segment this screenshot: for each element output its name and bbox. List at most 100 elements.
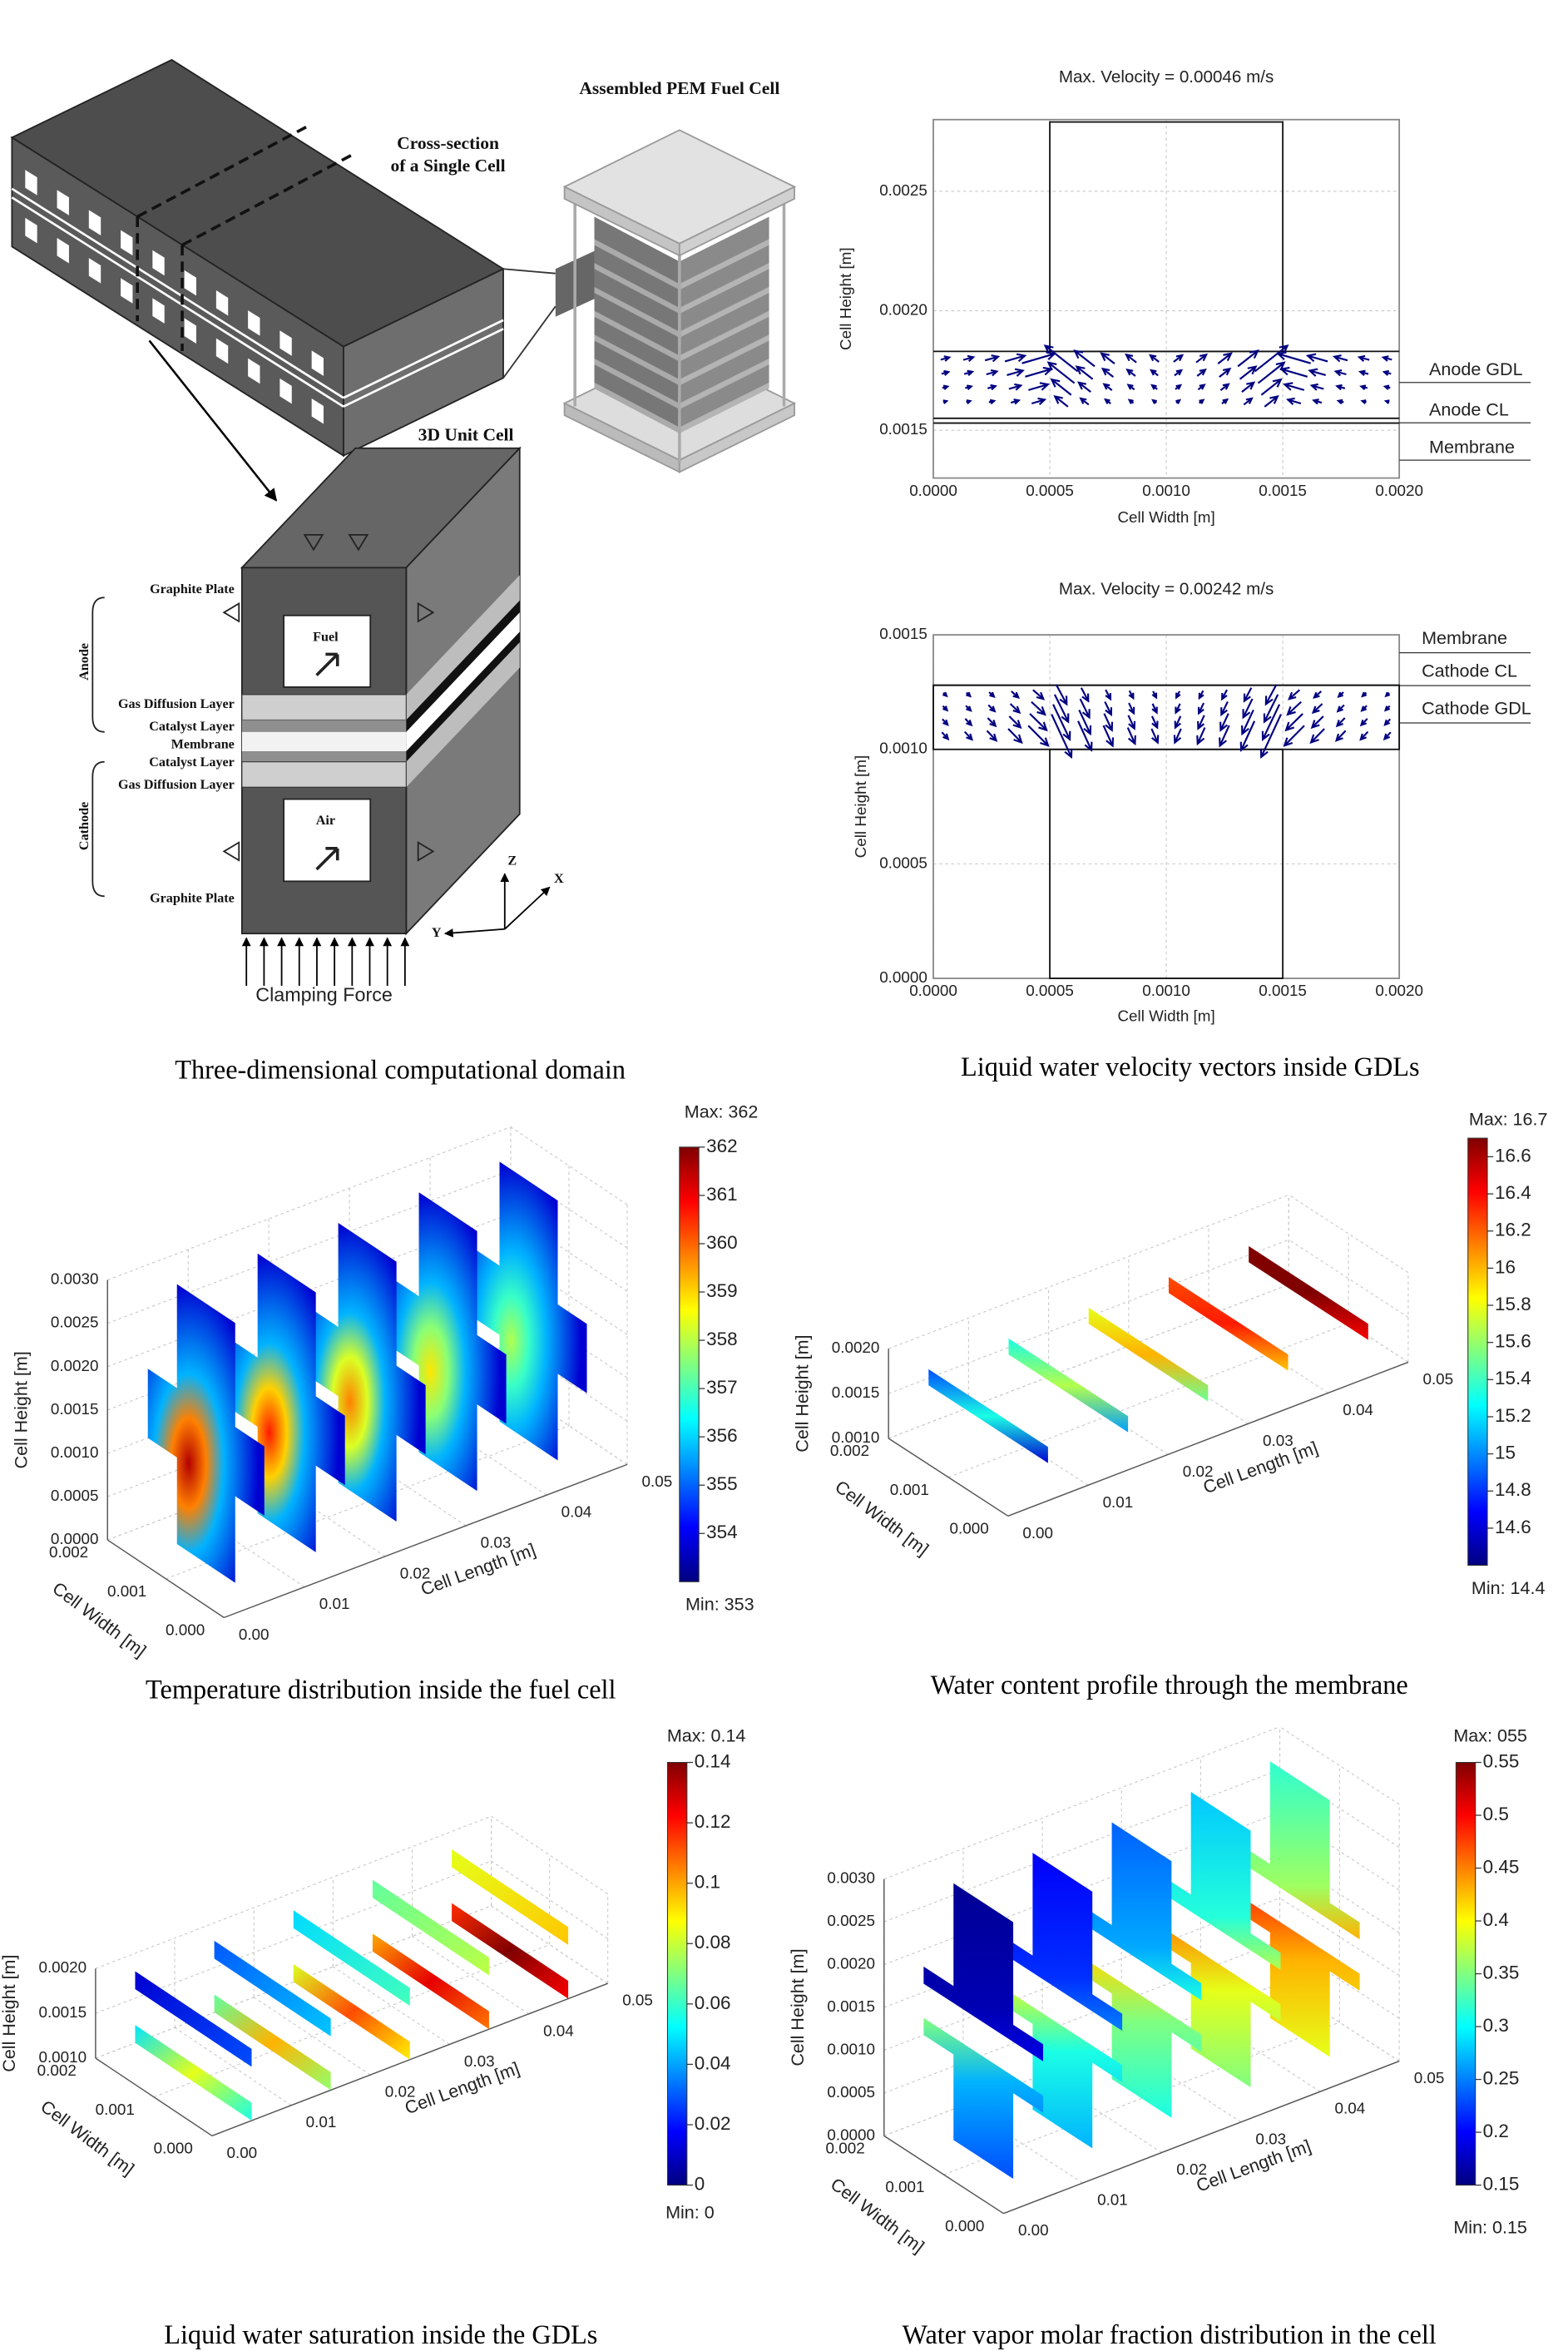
vector	[1077, 720, 1093, 752]
vector	[1127, 398, 1135, 404]
vector	[1150, 728, 1160, 745]
support	[222, 841, 240, 862]
vector	[1174, 715, 1182, 730]
flow-icon	[315, 847, 339, 871]
colorbar-tick-label: 360	[706, 1232, 737, 1253]
vector	[1174, 369, 1184, 377]
vector	[1313, 690, 1323, 700]
stripe	[343, 328, 504, 408]
vector	[1360, 705, 1368, 712]
vector	[1219, 367, 1232, 378]
colorbar-tick-label: 0.15	[1483, 2174, 1520, 2195]
unit-cell-title: 3D Unit Cell	[418, 424, 514, 444]
electrode-label: Cathode	[77, 802, 92, 850]
vector	[1257, 361, 1286, 384]
y-tick-label: 0.000	[950, 1519, 989, 1537]
slice	[1002, 1853, 1123, 2032]
z-tick-label: 0.0000	[51, 1530, 99, 1547]
z-tick-label: 0.0015	[832, 1383, 880, 1401]
vector	[1383, 399, 1390, 404]
layer-label: Graphite Plate	[150, 582, 235, 596]
window	[279, 378, 292, 404]
x-tick-label: 0.01	[1103, 1493, 1134, 1511]
vector	[1237, 349, 1259, 368]
vector	[1126, 384, 1135, 391]
vector	[1276, 351, 1311, 364]
vector	[1073, 349, 1096, 368]
y-tick-label: 0.0015	[879, 625, 927, 642]
colorbar-tick-label: 15	[1495, 1443, 1516, 1463]
channel-label: Air	[316, 814, 335, 828]
grid-line	[888, 1284, 1289, 1439]
z-tick-label: 0.0010	[827, 2040, 875, 2057]
colorbar-tick-label: 15.2	[1495, 1405, 1531, 1426]
vector	[1359, 730, 1369, 741]
y-tick-label: 0.002	[49, 1543, 88, 1561]
x-tick-label: 0.02	[1176, 2160, 1207, 2178]
vector	[1128, 690, 1135, 700]
stripe	[594, 263, 680, 314]
max-label: Max: 16.7	[1469, 1109, 1548, 1129]
caption: Temperature distribution inside the fuel…	[146, 1675, 616, 1705]
vector	[1221, 398, 1229, 405]
vector	[1310, 715, 1324, 730]
vector	[1383, 705, 1391, 712]
x-tick-label: 0.01	[319, 1595, 350, 1612]
window	[88, 210, 101, 235]
stack-face	[594, 216, 680, 433]
vector	[1263, 694, 1279, 724]
window	[57, 237, 69, 264]
vector	[987, 717, 997, 728]
domain-diagram: Cross-section of a Single Cell Assembled…	[10, 58, 797, 1085]
vector	[1196, 727, 1206, 746]
stripe	[343, 319, 504, 399]
vector	[1050, 378, 1072, 396]
vector	[1241, 381, 1256, 393]
colorbar-tick-label: 0.3	[1483, 2015, 1509, 2036]
plate	[678, 186, 795, 257]
vector	[1199, 398, 1205, 404]
z-axis-label: Cell Height [m]	[0, 1955, 19, 2072]
vector	[1264, 684, 1278, 706]
slice	[1081, 1957, 1202, 2118]
y-tick-label: 0.0000	[879, 968, 927, 986]
window	[215, 290, 229, 316]
slice	[135, 1971, 252, 2067]
colorbar-tick-label: 356	[706, 1425, 737, 1446]
cross-section-label: of a Single Cell	[390, 156, 505, 176]
x-tick-label: 0.04	[543, 2022, 574, 2039]
colorbar-tick-label: 0.14	[695, 1750, 731, 1771]
axis-line	[95, 2057, 213, 2136]
side-band	[406, 631, 520, 762]
annotation: Cathode CL	[1422, 661, 1517, 681]
stripe	[594, 334, 680, 386]
axis-arrow	[443, 928, 505, 938]
window	[248, 310, 260, 336]
stripe	[11, 187, 344, 399]
slice	[1002, 1987, 1123, 2149]
vector	[1127, 715, 1136, 730]
x-tick-label: 0.03	[464, 2052, 495, 2070]
grid-line	[95, 1860, 492, 2014]
colorbar-tick-label: 0.12	[695, 1811, 731, 1832]
x-tick-label: 0.05	[1422, 1370, 1453, 1388]
vector	[1052, 704, 1071, 741]
slice	[228, 1253, 345, 1552]
vector	[1283, 382, 1305, 391]
vector	[1312, 398, 1323, 405]
colorbar-tick-label: 14.8	[1495, 1479, 1531, 1500]
vector	[1361, 691, 1368, 698]
vector	[1309, 728, 1325, 745]
colorbar-tick-label: 0.25	[1483, 2067, 1520, 2088]
vector	[1128, 702, 1135, 715]
min-label: Min: 0	[665, 2202, 715, 2222]
vector	[1101, 367, 1115, 378]
stripe	[594, 239, 680, 290]
vector	[1104, 398, 1111, 405]
side-band	[406, 575, 520, 720]
vector	[1196, 369, 1207, 377]
x-tick-label: 0.05	[1414, 2069, 1445, 2086]
slice	[1249, 1245, 1368, 1340]
grid-line	[95, 1815, 492, 1969]
vector	[1175, 398, 1182, 404]
